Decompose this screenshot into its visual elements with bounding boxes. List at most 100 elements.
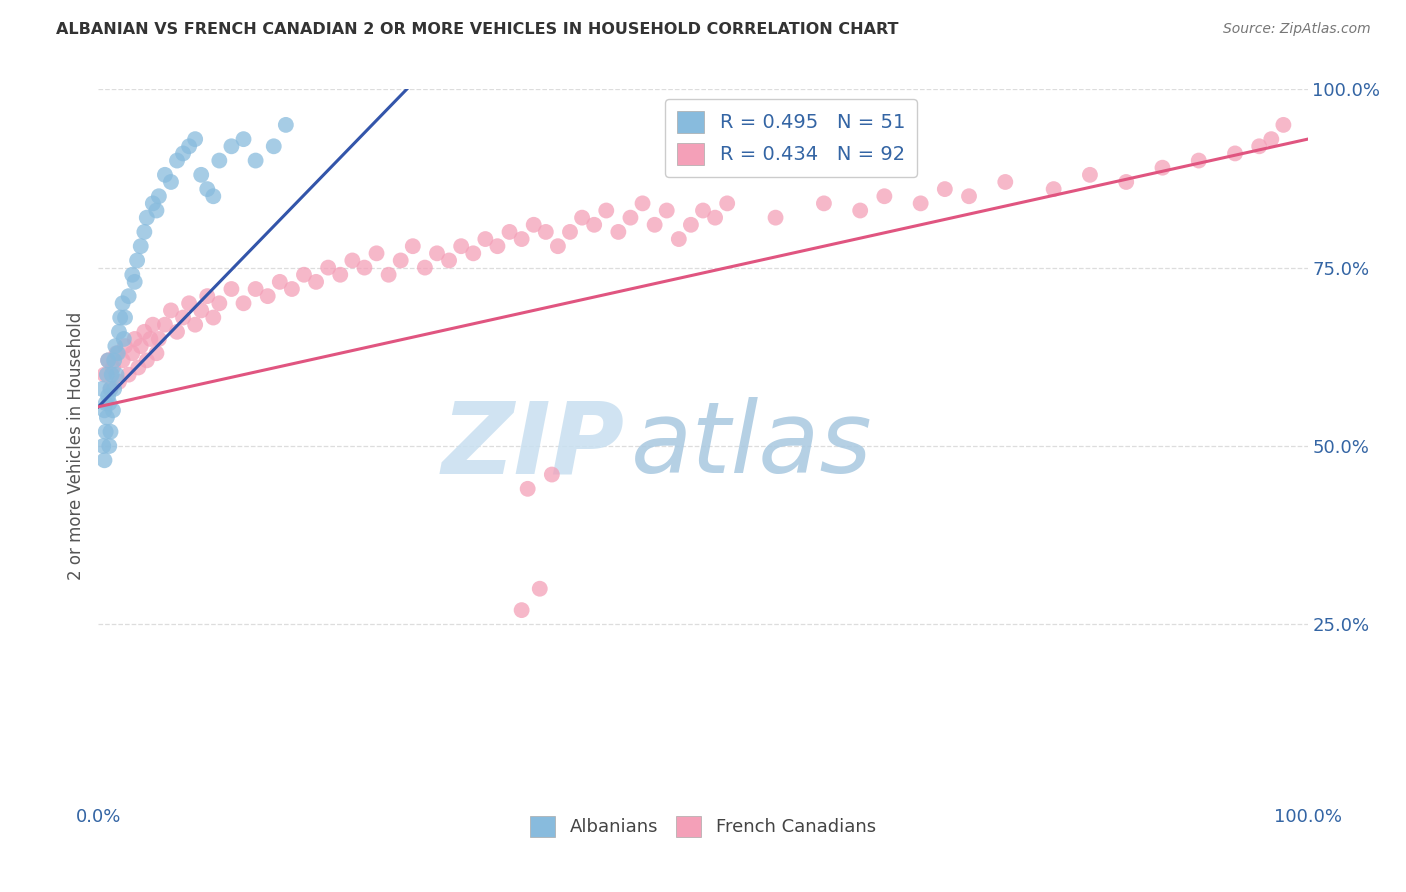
Point (426, 246, 449, 260)
Point (202, 189, 225, 203)
Point (103, 353, 125, 368)
Point (100, 425, 122, 439)
Point (124, 275, 146, 289)
Point (329, 268, 352, 282)
Point (112, 332, 135, 346)
Point (100, 382, 122, 396)
Point (96, 410, 118, 425)
Point (179, 139, 201, 153)
Point (679, 218, 702, 232)
Point (1078, 168, 1101, 182)
Point (97, 389, 120, 403)
Point (269, 275, 291, 289)
Point (114, 339, 136, 353)
Point (558, 225, 581, 239)
Point (91, 382, 114, 396)
Point (184, 318, 207, 332)
Point (101, 360, 124, 375)
Point (139, 332, 162, 346)
Point (377, 268, 399, 282)
Point (118, 368, 141, 382)
Point (94, 425, 117, 439)
Point (195, 289, 218, 303)
Point (127, 360, 149, 375)
Point (129, 339, 152, 353)
Point (540, 467, 562, 482)
Point (145, 203, 167, 218)
Point (93, 403, 115, 417)
Point (148, 189, 170, 203)
Point (413, 260, 436, 275)
Legend: Albanians, French Canadians: Albanians, French Canadians (523, 808, 883, 844)
Point (148, 332, 170, 346)
Point (529, 582, 551, 596)
Point (134, 225, 156, 239)
Point (474, 232, 496, 246)
Point (135, 353, 157, 368)
Point (160, 303, 183, 318)
Point (256, 289, 278, 303)
Point (1115, 175, 1137, 189)
Point (631, 196, 654, 211)
Point (316, 260, 339, 275)
Point (389, 253, 412, 268)
Point (486, 239, 509, 253)
Point (104, 339, 127, 353)
Point (1249, 139, 1271, 153)
Point (1272, 118, 1295, 132)
Point (134, 325, 156, 339)
Point (402, 239, 425, 253)
Point (463, 246, 485, 260)
Point (716, 196, 738, 211)
Point (96, 368, 118, 382)
Point (595, 203, 617, 218)
Point (450, 239, 472, 253)
Point (437, 253, 460, 268)
Point (108, 325, 131, 339)
Point (523, 218, 546, 232)
Point (534, 225, 557, 239)
Point (202, 310, 225, 325)
Point (1188, 153, 1211, 168)
Point (516, 482, 538, 496)
Point (813, 196, 835, 211)
Point (910, 196, 932, 211)
Point (190, 303, 212, 318)
Point (292, 268, 315, 282)
Point (153, 168, 176, 182)
Point (366, 246, 388, 260)
Point (934, 182, 956, 196)
Point (179, 296, 201, 310)
Point (208, 296, 231, 310)
Y-axis label: 2 or more Vehicles in Household: 2 or more Vehicles in Household (67, 312, 86, 580)
Point (510, 603, 533, 617)
Point (353, 260, 375, 275)
Point (668, 232, 690, 246)
Point (135, 211, 157, 225)
Point (101, 403, 124, 417)
Point (510, 232, 533, 246)
Point (274, 118, 297, 132)
Point (232, 296, 254, 310)
Text: ALBANIAN VS FRENCH CANADIAN 2 OR MORE VEHICLES IN HOUSEHOLD CORRELATION CHART: ALBANIAN VS FRENCH CANADIAN 2 OR MORE VE… (56, 22, 898, 37)
Point (281, 282, 304, 296)
Point (498, 225, 520, 239)
Point (849, 203, 872, 218)
Point (111, 353, 134, 368)
Point (172, 310, 194, 325)
Point (1042, 182, 1064, 196)
Point (127, 253, 149, 268)
Point (957, 189, 980, 203)
Point (166, 325, 188, 339)
Point (105, 346, 128, 360)
Point (121, 268, 143, 282)
Point (208, 153, 231, 168)
Point (619, 211, 641, 225)
Point (121, 346, 143, 360)
Point (172, 146, 194, 161)
Point (221, 139, 243, 153)
Point (108, 375, 131, 389)
Point (142, 196, 165, 211)
Point (107, 346, 129, 360)
Point (644, 218, 666, 232)
